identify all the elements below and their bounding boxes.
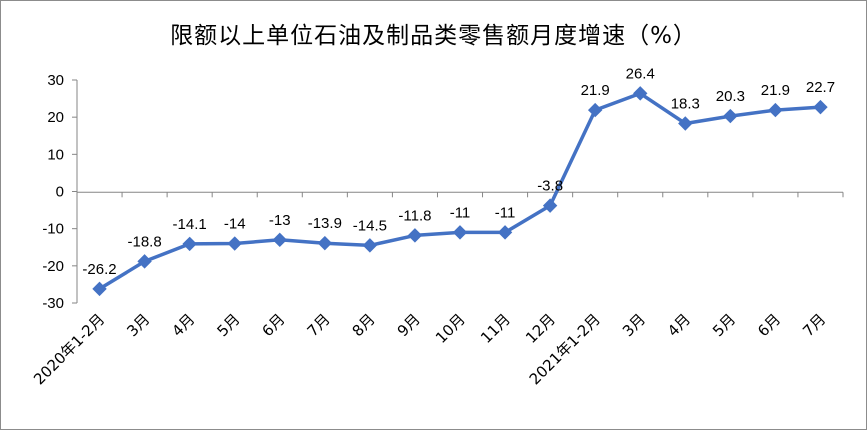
x-tick-label: 8月 — [349, 310, 379, 340]
x-tick-label: 3月 — [123, 310, 153, 340]
data-point — [678, 116, 693, 131]
data-label: -14.5 — [353, 217, 387, 234]
data-label: -14 — [224, 216, 246, 233]
x-tick-label: 7月 — [799, 310, 829, 340]
x-tick-label: 11月 — [477, 310, 514, 347]
series-line — [98, 91, 821, 291]
data-label: -3.8 — [537, 178, 563, 195]
x-tick-label: 7月 — [304, 310, 334, 340]
data-point — [587, 102, 603, 118]
data-label: -18.8 — [127, 233, 161, 250]
data-point — [137, 254, 152, 269]
data-point — [272, 232, 287, 248]
data-label: -11 — [495, 204, 516, 221]
x-tick-label: 9月 — [394, 310, 424, 340]
x-tick-label: 6月 — [754, 310, 784, 340]
data-point — [362, 238, 378, 253]
data-point — [182, 236, 197, 252]
y-tick-label: -20 — [42, 258, 64, 275]
data-label: -13.9 — [308, 215, 342, 232]
data-point — [497, 225, 513, 240]
y-tick-label: -10 — [42, 221, 64, 238]
data-label: -14.1 — [173, 216, 207, 233]
y-tick-label: 10 — [47, 146, 64, 163]
data-label: 18.3 — [671, 95, 700, 112]
data-point — [452, 225, 468, 240]
x-tick-label: 5月 — [213, 310, 243, 340]
chart-title: 限额以上单位石油及制品类零售额月度增速（%） — [170, 23, 697, 49]
data-label: -13 — [269, 212, 291, 229]
x-tick-label: 3月 — [619, 310, 649, 340]
data-label: 21.9 — [761, 82, 790, 99]
data-label: 20.3 — [716, 88, 745, 105]
x-tick-label: 6月 — [259, 310, 289, 340]
data-label: -26.2 — [82, 261, 116, 278]
data-label: 26.4 — [626, 65, 655, 82]
x-tick-label: 12月 — [522, 310, 559, 347]
data-point — [768, 102, 783, 118]
y-tick-label: 30 — [47, 72, 64, 89]
data-point — [723, 108, 738, 124]
y-tick-label: -30 — [42, 295, 64, 312]
x-tick-label: 10月 — [432, 310, 469, 347]
data-point — [407, 228, 423, 243]
data-label: 22.7 — [806, 79, 835, 96]
y-tick-label: 20 — [47, 109, 64, 126]
data-label: -11 — [450, 204, 471, 221]
data-point — [813, 99, 828, 115]
data-point — [92, 281, 107, 297]
data-point — [227, 236, 242, 251]
x-tick-label: 2020年1-2月 — [30, 310, 108, 388]
x-tick-label: 4月 — [664, 310, 694, 340]
data-point — [317, 235, 333, 251]
data-point — [542, 198, 558, 213]
y-tick-label: 0 — [56, 184, 64, 201]
data-label: 21.9 — [581, 82, 610, 99]
x-tick-label: 5月 — [709, 310, 739, 340]
data-point — [633, 86, 648, 101]
data-label: -11.8 — [398, 207, 431, 224]
x-tick-label: 4月 — [168, 310, 198, 340]
